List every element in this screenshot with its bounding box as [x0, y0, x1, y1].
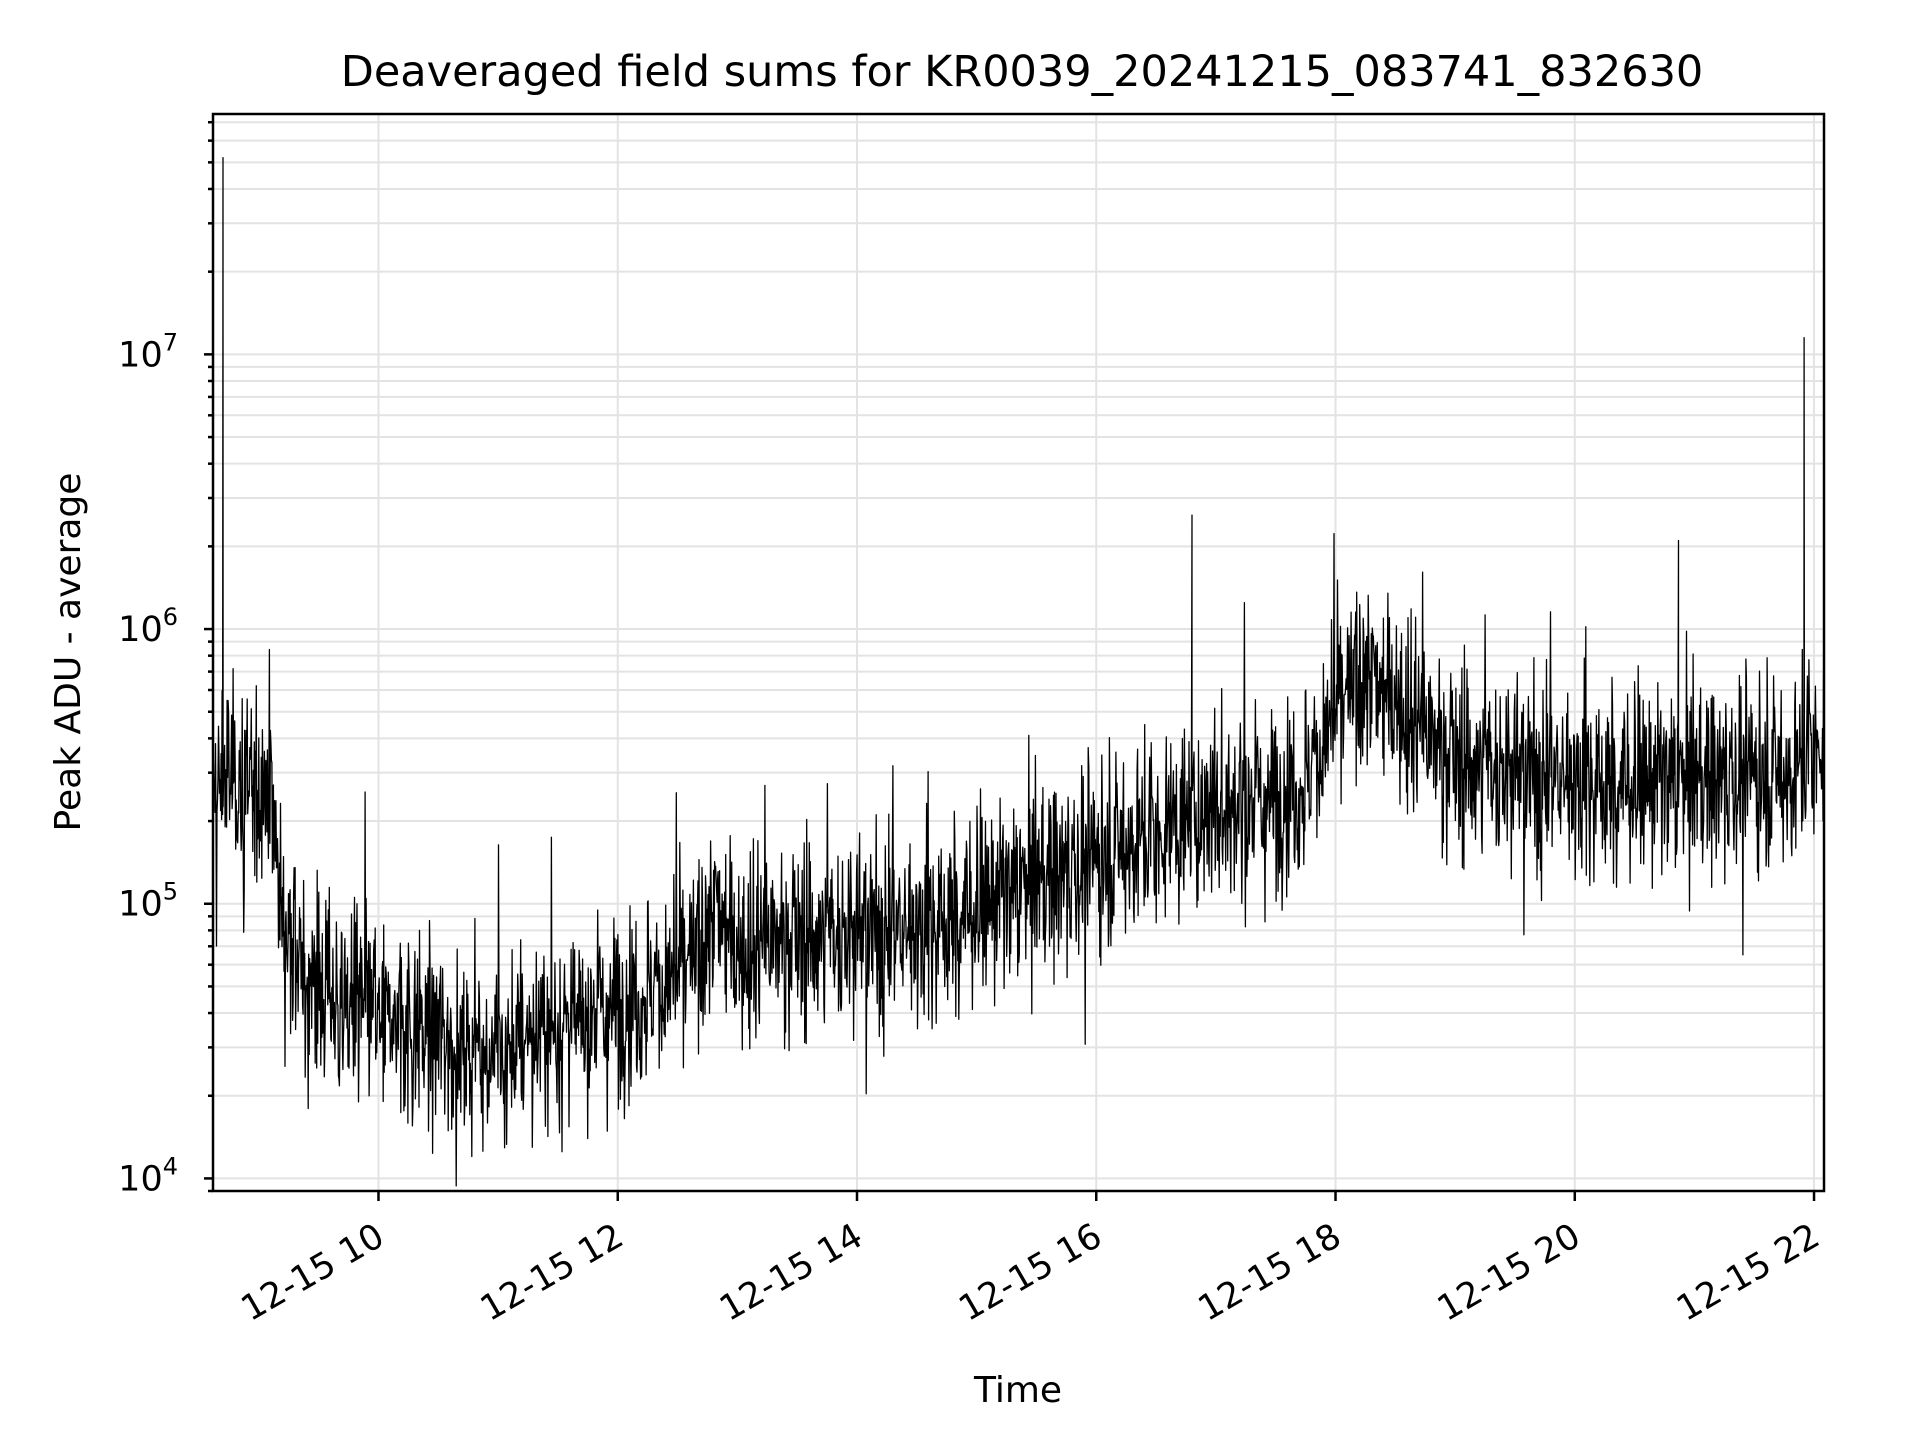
- y-axis-label: Peak ADU - average: [48, 473, 89, 832]
- grid-lines: [213, 114, 1824, 1192]
- plot-frame: [211, 112, 1826, 1193]
- y-tick-label: 107: [118, 328, 178, 375]
- y-tick-label: 105: [118, 878, 178, 925]
- x-axis-label: Time: [973, 1370, 1062, 1411]
- y-tick-label: 106: [118, 603, 178, 650]
- y-tick-label: 104: [118, 1152, 178, 1199]
- chart-title: Deaveraged field sums for KR0039_2024121…: [341, 47, 1704, 97]
- series-layer: [212, 157, 1825, 1187]
- series-line: [212, 157, 1825, 1187]
